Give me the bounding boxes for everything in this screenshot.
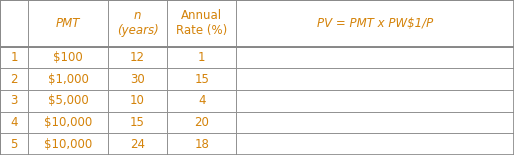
- Bar: [167, 68, 236, 90]
- Bar: [167, 90, 236, 112]
- Bar: [236, 90, 514, 112]
- Text: 15: 15: [194, 73, 209, 86]
- Bar: [28, 0, 108, 46]
- Bar: [236, 46, 514, 68]
- Bar: [236, 112, 514, 133]
- Bar: [236, 68, 514, 90]
- Bar: [108, 90, 167, 112]
- Bar: [236, 0, 514, 46]
- Text: 20: 20: [194, 116, 209, 129]
- Bar: [167, 0, 236, 46]
- Text: 1: 1: [10, 51, 18, 64]
- Text: 2: 2: [10, 73, 18, 86]
- Bar: [108, 133, 167, 155]
- Bar: [108, 68, 167, 90]
- Bar: [167, 46, 236, 68]
- Text: $5,000: $5,000: [48, 94, 88, 107]
- Text: PV = PMT x PW$1/P: PV = PMT x PW$1/P: [317, 17, 433, 30]
- Text: $100: $100: [53, 51, 83, 64]
- Bar: [108, 46, 167, 68]
- Bar: [108, 0, 167, 46]
- Bar: [28, 46, 108, 68]
- Bar: [236, 133, 514, 155]
- Text: 5: 5: [10, 138, 18, 151]
- Bar: [0, 0, 28, 46]
- Bar: [0, 68, 28, 90]
- Bar: [0, 112, 28, 133]
- Text: 1: 1: [198, 51, 206, 64]
- Text: $10,000: $10,000: [44, 116, 92, 129]
- Bar: [108, 112, 167, 133]
- Bar: [0, 133, 28, 155]
- Text: 10: 10: [130, 94, 145, 107]
- Text: n
(years): n (years): [117, 9, 158, 37]
- Text: 12: 12: [130, 51, 145, 64]
- Text: 24: 24: [130, 138, 145, 151]
- Text: Annual
Rate (%): Annual Rate (%): [176, 9, 227, 37]
- Text: PMT: PMT: [56, 17, 80, 30]
- Bar: [28, 90, 108, 112]
- Text: 4: 4: [198, 94, 206, 107]
- Bar: [167, 112, 236, 133]
- Text: 18: 18: [194, 138, 209, 151]
- Bar: [28, 68, 108, 90]
- Text: $1,000: $1,000: [48, 73, 88, 86]
- Text: 4: 4: [10, 116, 18, 129]
- Text: 15: 15: [130, 116, 145, 129]
- Text: $10,000: $10,000: [44, 138, 92, 151]
- Text: 3: 3: [10, 94, 18, 107]
- Bar: [28, 133, 108, 155]
- Bar: [167, 133, 236, 155]
- Bar: [28, 112, 108, 133]
- Bar: [0, 46, 28, 68]
- Text: 30: 30: [130, 73, 145, 86]
- Bar: [0, 90, 28, 112]
